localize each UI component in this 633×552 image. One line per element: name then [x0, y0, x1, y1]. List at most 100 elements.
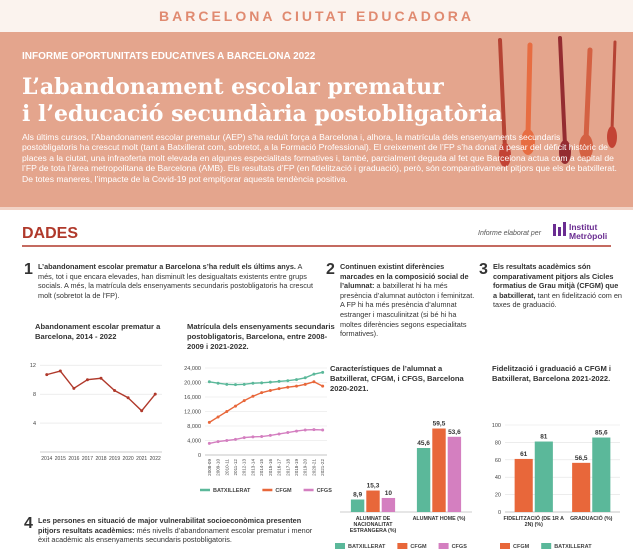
y-tick-label: 4,000 — [187, 439, 201, 445]
bar — [592, 438, 610, 512]
x-tick-label: 2021 — [136, 456, 147, 462]
point — [321, 428, 324, 431]
point — [251, 395, 254, 398]
x-tick-label: 2017 — [82, 456, 93, 462]
point — [234, 438, 237, 441]
point — [286, 379, 289, 382]
legend-label: CFGS — [317, 488, 333, 494]
point — [225, 410, 228, 413]
legend-label: CFGM — [275, 488, 292, 494]
title-line: L’abandonament escolar prematur — [22, 74, 502, 101]
y-tick-label: 20,000 — [184, 381, 201, 387]
x-tick-label: 2021-22 — [320, 459, 325, 476]
point — [234, 405, 237, 408]
bar — [417, 448, 430, 512]
line — [209, 382, 322, 423]
point — [243, 436, 246, 439]
title-line: i l’educació secundària postobligatòria — [22, 101, 502, 128]
point — [225, 383, 228, 386]
legend-label: BATXILLERAT — [554, 544, 592, 550]
kicker: INFORME OPORTUNITATS EDUCATIVES A BARCEL… — [22, 51, 315, 62]
point — [278, 380, 281, 383]
x-tick-label: 2018 — [95, 456, 106, 462]
point — [304, 428, 307, 431]
bar — [432, 429, 445, 512]
point — [100, 377, 103, 380]
value-label: 45,6 — [417, 440, 430, 447]
bar — [351, 500, 364, 512]
x-tick-label: 2015-16 — [268, 459, 273, 476]
point — [113, 389, 116, 392]
y-tick-label: 4 — [33, 421, 36, 427]
legend-label: CFGM — [410, 544, 427, 550]
point-number: 4 — [24, 515, 33, 533]
point — [304, 376, 307, 379]
x-tick-label: 2008-09 — [207, 459, 212, 476]
point — [234, 383, 237, 386]
point — [225, 439, 228, 442]
legend-label: CFGS — [452, 544, 468, 550]
point — [217, 415, 220, 418]
intro: Als últims cursos, l’Abandonament escola… — [22, 132, 617, 184]
chart-title: Fidelització i graduació a CFGM i Batxil… — [492, 364, 622, 384]
x-tick-label: 2019-20 — [303, 459, 308, 476]
x-tick-label: 2016 — [68, 456, 79, 462]
legend-label: BATXILLERAT — [213, 488, 251, 494]
legend-label: BATXILLERAT — [348, 544, 386, 550]
point — [154, 393, 157, 396]
point — [278, 387, 281, 390]
point — [251, 382, 254, 385]
point — [217, 440, 220, 443]
y-tick-label: 20 — [495, 493, 501, 499]
header-edge — [0, 207, 633, 210]
x-tick-label: 2012-13 — [242, 459, 247, 476]
value-label: 53,6 — [448, 429, 461, 436]
point — [286, 431, 289, 434]
page: 4812201420152016201720182019202020212022… — [0, 0, 633, 552]
y-tick-label: 80 — [495, 440, 501, 446]
section-title: DADES — [22, 225, 78, 243]
x-tick-label: ALUMNAT DE NACIONALITAT ESTRANGERA (%) — [341, 516, 405, 534]
y-tick-label: 24,000 — [184, 366, 201, 372]
banner: BARCELONA CIUTAT EDUCADORA — [0, 8, 633, 24]
x-tick-label: 2015 — [55, 456, 66, 462]
chart-title: Abandonament escolar prematur a Barcelon… — [35, 322, 175, 342]
point — [72, 387, 75, 390]
legend-label: CFGM — [513, 544, 530, 550]
point — [45, 373, 48, 376]
y-tick-label: 0 — [498, 510, 501, 516]
x-tick-label: 2020-21 — [311, 459, 316, 476]
value-label: 59,5 — [433, 421, 446, 428]
bar — [448, 437, 461, 512]
point-text: Les persones en situació de major vulner… — [38, 516, 323, 545]
y-tick-label: 60 — [495, 458, 501, 464]
point — [286, 386, 289, 389]
legend-swatch — [335, 543, 345, 549]
y-tick-label: 40 — [495, 475, 501, 481]
point-text: Continuen existint diferències marcades … — [340, 262, 475, 339]
point-text: Els resultats acadèmics són comparativam… — [493, 262, 623, 310]
point-number: 3 — [479, 261, 488, 279]
bar — [366, 491, 379, 512]
point — [243, 383, 246, 386]
point — [260, 435, 263, 438]
value-label: 10 — [385, 490, 393, 497]
bar — [515, 459, 533, 512]
x-tick-label: 2017-18 — [285, 459, 290, 476]
value-label: 56,5 — [575, 455, 588, 462]
point — [127, 396, 130, 399]
logo-mark — [553, 222, 566, 236]
point — [59, 370, 62, 373]
point — [86, 378, 89, 381]
x-tick-label: 2011-12 — [233, 459, 238, 476]
x-tick-label: FIDELITZACIÓ (DE 1R A 2N) (%) — [502, 516, 566, 528]
legend-swatch — [541, 543, 551, 549]
point-text: L’abandonament escolar prematur a Barcel… — [38, 262, 318, 300]
point — [312, 428, 315, 431]
credit: Informe elaborat per — [478, 230, 541, 237]
point — [208, 380, 211, 383]
legend-swatch — [500, 543, 510, 549]
point — [260, 381, 263, 384]
